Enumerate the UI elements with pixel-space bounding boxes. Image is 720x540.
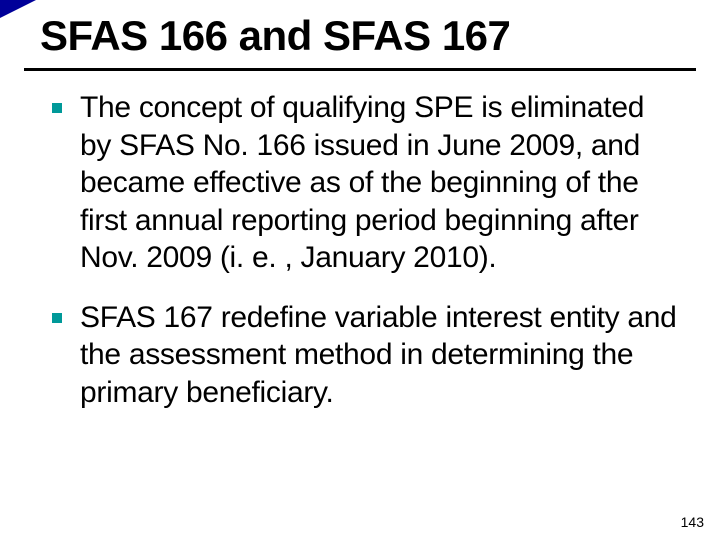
square-bullet-icon <box>52 313 62 323</box>
bullet-text: SFAS 167 redefine variable interest enti… <box>80 299 680 412</box>
bullet-text: The concept of qualifying SPE is elimina… <box>80 89 680 277</box>
square-bullet-icon <box>52 103 62 113</box>
slide-content: The concept of qualifying SPE is elimina… <box>0 89 720 411</box>
bullet-item: The concept of qualifying SPE is elimina… <box>52 89 680 277</box>
corner-accent <box>0 0 36 18</box>
title-underline <box>24 68 696 71</box>
page-number: 143 <box>681 514 704 530</box>
slide-title: SFAS 166 and SFAS 167 <box>0 0 720 68</box>
bullet-item: SFAS 167 redefine variable interest enti… <box>52 299 680 412</box>
